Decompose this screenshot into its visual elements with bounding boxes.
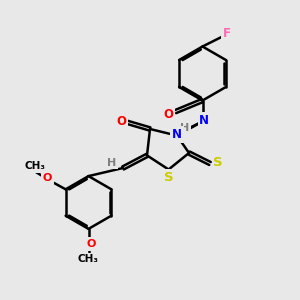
Text: CH₃: CH₃ — [78, 254, 99, 264]
Text: N: N — [199, 114, 209, 127]
Text: CH₃: CH₃ — [24, 161, 45, 171]
Text: O: O — [87, 239, 96, 249]
Text: O: O — [164, 108, 174, 121]
Text: H: H — [107, 158, 116, 168]
Text: N: N — [172, 128, 182, 141]
Text: H: H — [180, 123, 189, 133]
Text: O: O — [43, 173, 52, 183]
Text: S: S — [213, 156, 223, 170]
Text: O: O — [116, 115, 126, 128]
Text: F: F — [223, 27, 230, 40]
Text: S: S — [164, 171, 173, 184]
